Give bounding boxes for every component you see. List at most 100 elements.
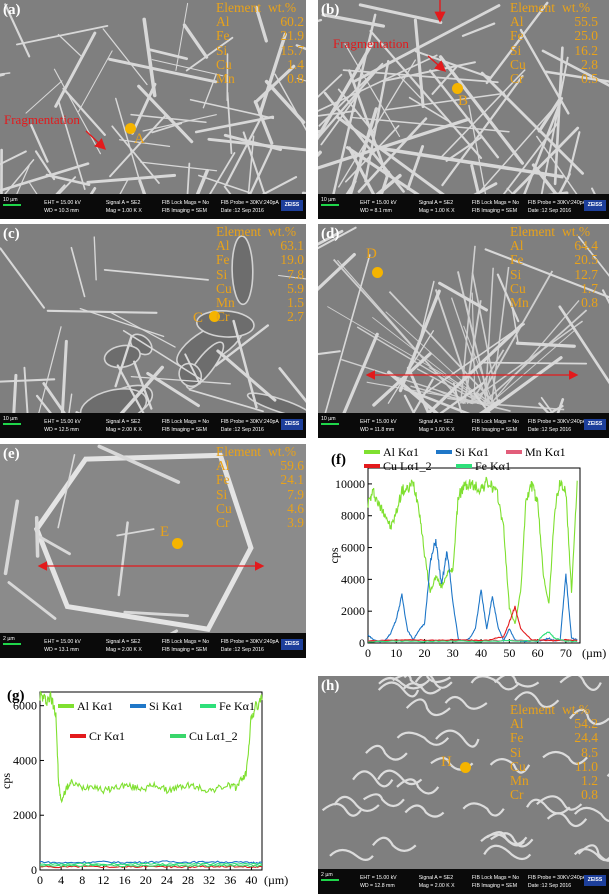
spot-label-c: C xyxy=(193,310,204,326)
overlay-d xyxy=(365,370,579,380)
element-wt: 64.4 xyxy=(574,238,598,254)
y-tick-label: 6000 xyxy=(341,541,365,555)
panel-label-a: (a) xyxy=(3,2,21,18)
plot-area xyxy=(39,691,263,871)
zeiss-logo-icon: ZEISS xyxy=(584,419,606,430)
element-wt: 5.9 xyxy=(287,280,304,296)
legend-label: Cu Lα1_2 xyxy=(189,729,238,743)
composition-header: Element wt.% xyxy=(216,224,306,239)
element-wt: 15.7 xyxy=(280,42,304,58)
x-tick-label: 10 xyxy=(390,646,402,660)
element-symbol: Fe xyxy=(216,472,230,488)
series-line xyxy=(39,862,263,866)
date-value: Date :12 Sep 2016 xyxy=(220,647,264,653)
element-wt: 63.1 xyxy=(280,238,304,254)
x-axis-label: (µm) xyxy=(264,873,288,887)
x-tick-label: 36 xyxy=(224,873,236,887)
element-symbol: Cr xyxy=(216,309,230,325)
scalebar-label: 2 µm xyxy=(3,636,15,642)
plot-area xyxy=(367,467,581,644)
header-element: Element xyxy=(216,224,261,239)
element-symbol: Al xyxy=(216,14,230,30)
composition-row: Cr 0.5 xyxy=(510,71,606,86)
composition-row: Cu 1.7 xyxy=(510,281,606,296)
fragmentation-label-b: Fragmentation xyxy=(333,36,409,51)
composition-row: Fe 21.9 xyxy=(216,29,306,43)
composition-table-h: Element wt.% Al 54.2 Fe 24.4 Si 8.5 Cu 11.0 Mn 1.2 C… xyxy=(510,702,606,802)
sem-panel-e: (e) Element wt.% Al 59.6 Fe 24.1 Si 7.9 Cu 4.6 Cr 3… xyxy=(0,444,306,658)
composition-row: Cu 2.8 xyxy=(510,56,606,72)
element-symbol: Cu xyxy=(216,500,232,516)
fib-lock-value: FIB Lock Mags = No xyxy=(471,200,520,206)
element-symbol: Mn xyxy=(216,71,235,87)
element-symbol: Si xyxy=(216,486,228,502)
element-symbol: Fe xyxy=(216,252,230,268)
element-wt: 7.9 xyxy=(287,486,304,502)
legend-label: Cu Lα1_2 xyxy=(383,459,432,473)
element-symbol: Al xyxy=(216,238,230,254)
composition-row: Cr 0.8 xyxy=(510,788,606,802)
scalebar-label: 10 µm xyxy=(321,416,336,422)
element-symbol: Fe xyxy=(216,28,230,44)
y-tick-label: 2000 xyxy=(13,808,37,822)
spot-label-b: B xyxy=(458,93,469,109)
composition-row: Mn 1.5 xyxy=(216,295,306,310)
composition-table-a: Element wt.% Al 60.2 Fe 21.9 Si 15.7 Cu 1.4 Mn 0.8 xyxy=(216,0,306,87)
x-tick-label: 50 xyxy=(503,646,515,660)
x-tick-label: 28 xyxy=(182,873,194,887)
element-symbol: Al xyxy=(216,458,230,474)
signal-value: Signal A = SE2 xyxy=(418,200,454,206)
fib-lock-value: FIB Lock Mags = No xyxy=(161,419,209,425)
fib-probe-value: FIB Probe = 30KV:240pA xyxy=(220,639,279,645)
fib-imaging-value: FIB Imaging = SEM xyxy=(471,208,518,214)
x-tick-label: 70 xyxy=(560,646,572,660)
sem-info-bar-h: 2 µm EHT = 15.00 kV WD = 12.8 mm Signal A =… xyxy=(318,869,609,894)
composition-row: Fe 19.0 xyxy=(216,253,306,267)
composition-row: Cu 5.9 xyxy=(216,280,306,296)
fragmentation-label-a: Fragmentation xyxy=(4,112,80,127)
element-wt: 16.2 xyxy=(574,42,598,58)
header-wt: wt.% xyxy=(268,444,297,459)
composition-row: Si 8.5 xyxy=(510,745,606,760)
x-tick-label: 60 xyxy=(532,646,544,660)
composition-header: Element wt.% xyxy=(510,224,606,239)
fib-lock-value: FIB Lock Mags = No xyxy=(471,875,520,881)
element-symbol: Mn xyxy=(510,773,529,789)
spot-marker-e xyxy=(172,538,183,549)
overlay-e xyxy=(37,561,265,571)
composition-row: Mn 0.8 xyxy=(216,71,306,87)
x-tick-label: 32 xyxy=(203,873,215,887)
composition-row: Fe 24.1 xyxy=(216,473,306,487)
date-value: Date :12 Sep 2016 xyxy=(220,208,264,214)
x-tick-label: 0 xyxy=(365,646,371,660)
fib-imaging-value: FIB Imaging = SEM xyxy=(161,647,207,653)
composition-row: Cu 1.4 xyxy=(216,57,306,72)
wd-value: WD = 10.3 mm xyxy=(44,208,79,214)
sem-panel-h: (h) Element wt.% Al 54.2 Fe 24.4 Si 8.5 Cu 11.0 Mn… xyxy=(318,676,609,894)
eht-value: EHT = 15.00 kV xyxy=(359,875,397,881)
composition-table-d: Element wt.% Al 64.4 Fe 20.5 Si 12.7 Cu 1.7 Mn 0.8 xyxy=(510,224,606,310)
x-tick-label: 0 xyxy=(37,873,43,887)
header-element: Element xyxy=(510,224,555,239)
eht-value: EHT = 15.00 kV xyxy=(44,200,81,206)
element-wt: 7.8 xyxy=(287,266,304,282)
legend-label: Fe Kα1 xyxy=(475,459,511,473)
element-symbol: Cr xyxy=(510,787,524,803)
element-symbol: Cu xyxy=(216,280,232,296)
signal-value: Signal A = SE2 xyxy=(418,875,454,881)
element-symbol: Cu xyxy=(510,56,526,72)
fragmentation-arrow-a xyxy=(85,130,107,150)
header-element: Element xyxy=(216,444,261,459)
legend-label: Fe Kα1 xyxy=(219,699,255,713)
y-tick-label: 2000 xyxy=(341,604,365,618)
element-wt: 2.7 xyxy=(287,309,304,325)
mag-value: Mag = 1.00 K X xyxy=(418,208,455,214)
mag-value: Mag = 2.00 K X xyxy=(105,647,142,653)
element-wt: 21.9 xyxy=(280,28,304,44)
spot-label-a: A xyxy=(134,131,145,147)
element-wt: 59.6 xyxy=(280,458,304,474)
date-value: Date :12 Sep 2016 xyxy=(527,427,572,433)
spot-label-d: D xyxy=(366,246,377,262)
date-value: Date :12 Sep 2016 xyxy=(220,427,264,433)
composition-row: Mn 0.8 xyxy=(510,295,606,310)
